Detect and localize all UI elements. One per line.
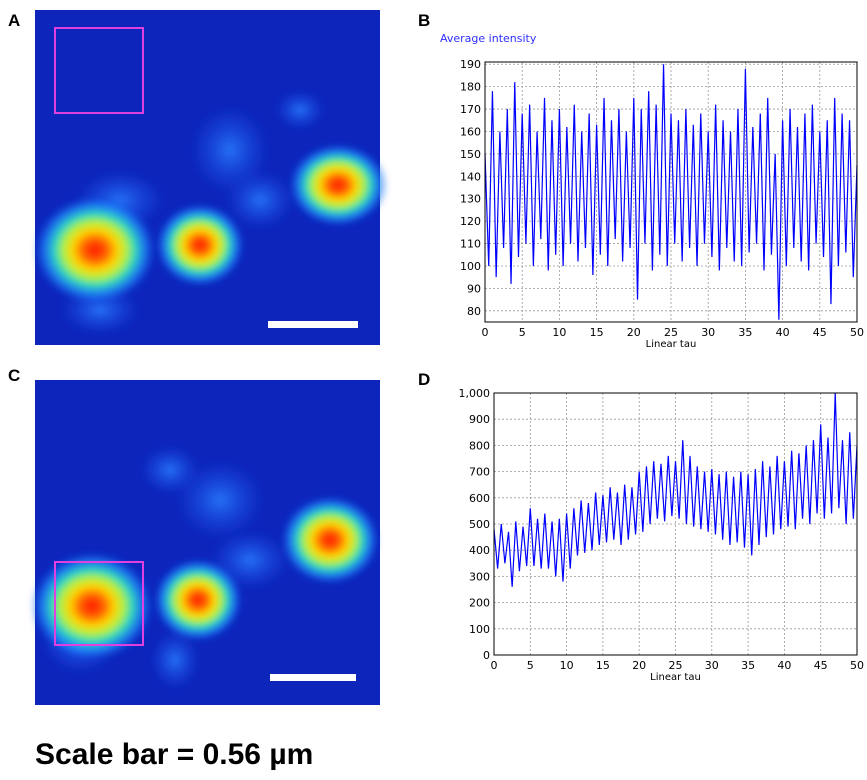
panel-label: D (418, 370, 430, 389)
panel-label: A (8, 11, 20, 30)
y-tick-label: 80 (467, 305, 481, 318)
y-tick-label: 150 (460, 148, 481, 161)
x-tick-label: 35 (738, 326, 752, 339)
x-tick-label: 20 (627, 326, 641, 339)
y-tick-label: 120 (460, 215, 481, 228)
plot-frame (484, 61, 858, 323)
y-tick-label: 500 (469, 518, 490, 531)
y-tick-label: 100 (469, 623, 490, 636)
x-tick-label: 45 (813, 326, 827, 339)
y-tick-label: 900 (469, 413, 490, 426)
x-tick-label: 0 (482, 326, 489, 339)
data-line (484, 64, 858, 320)
x-tick-label: 25 (669, 659, 683, 672)
x-tick-label: 10 (560, 659, 574, 672)
y-tick-label: 0 (483, 649, 490, 662)
x-tick-label: 50 (850, 326, 864, 339)
chart-title: Average intensity (440, 32, 537, 45)
x-tick-label: 15 (590, 326, 604, 339)
x-tick-label: 5 (527, 659, 534, 672)
y-tick-label: 400 (469, 544, 490, 557)
x-tick-label: 40 (776, 326, 790, 339)
panel-label: B (418, 11, 430, 30)
x-tick-label: 40 (777, 659, 791, 672)
x-tick-label: 0 (491, 659, 498, 672)
x-tick-label: 45 (814, 659, 828, 672)
y-tick-label: 700 (469, 466, 490, 479)
line-chart: 80 90 100 110 120 130 140 150 160 170 180 190 0 5 10 15… (440, 32, 864, 350)
x-tick-label: 35 (741, 659, 755, 672)
y-tick-label: 1,000 (459, 387, 491, 400)
image-c (30, 380, 380, 705)
x-tick-label: 50 (850, 659, 864, 672)
y-tick-label: 140 (460, 170, 481, 183)
y-tick-label: 90 (467, 282, 481, 295)
plot-frame (493, 392, 858, 656)
y-tick-label: 190 (460, 58, 481, 71)
y-tick-label: 180 (460, 81, 481, 94)
x-tick-label: 30 (705, 659, 719, 672)
y-tick-label: 130 (460, 193, 481, 206)
y-tick-label: 170 (460, 103, 481, 116)
x-tick-label: 10 (552, 326, 566, 339)
x-axis-label: Linear tau (650, 672, 701, 683)
y-tick-label: 600 (469, 492, 490, 505)
x-tick-label: 20 (632, 659, 646, 672)
y-tick-label: 100 (460, 260, 481, 273)
y-tick-label: 200 (469, 597, 490, 610)
x-tick-label: 30 (701, 326, 715, 339)
y-tick-label: 110 (460, 238, 481, 251)
panel-label: C (8, 366, 20, 385)
y-tick-label: 800 (469, 439, 490, 452)
x-axis-label: Linear tau (646, 339, 697, 350)
x-tick-label: 15 (596, 659, 610, 672)
image-a (33, 10, 388, 345)
y-tick-label: 300 (469, 570, 490, 583)
y-tick-label: 160 (460, 125, 481, 138)
x-tick-label: 5 (519, 326, 526, 339)
line-chart: 0 100 200 300 400 500 600 700 800 900 1,000 0 5 10 15 2… (459, 387, 865, 683)
x-tick-label: 25 (664, 326, 678, 339)
caption: Scale bar = 0.56 µm (35, 738, 313, 771)
data-line (493, 392, 858, 587)
